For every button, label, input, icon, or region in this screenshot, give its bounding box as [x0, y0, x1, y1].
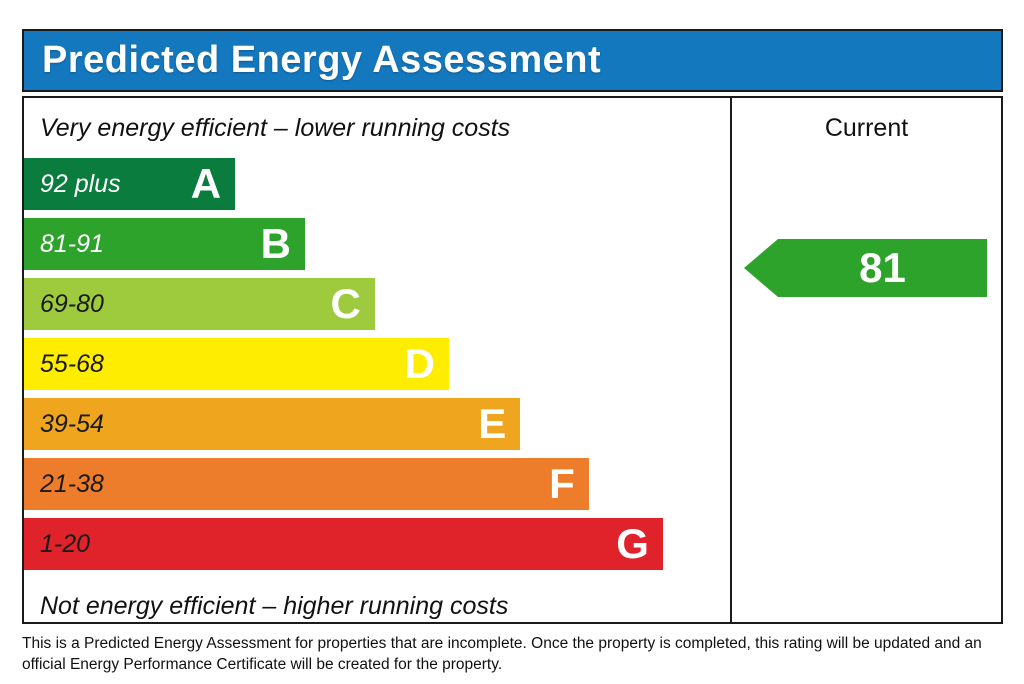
epc-band-list: 92 plus A 81-91 B 69-80 C 55-68 D 39-54 … — [24, 158, 730, 578]
band-range-label: 21-38 — [40, 469, 104, 498]
band-range-label: 1-20 — [40, 529, 91, 558]
epc-band-b: 81-91 B — [24, 218, 305, 270]
band-range-label: 69-80 — [40, 289, 104, 318]
top-efficiency-note: Very energy efficient – lower running co… — [40, 114, 511, 142]
epc-band-e: 39-54 E — [24, 398, 521, 450]
current-rating-value: 81 — [859, 244, 906, 291]
footer-disclaimer: This is a Predicted Energy Assessment fo… — [22, 633, 1003, 675]
epc-band-f: 21-38 F — [24, 458, 589, 510]
epc-rating-table: Very energy efficient – lower running co… — [22, 96, 1003, 624]
current-rating-column: Current 81 — [730, 98, 1001, 622]
current-rating-arrow: 81 — [744, 239, 987, 297]
band-grade-letter: A — [190, 160, 222, 207]
epc-bands-column: Very energy efficient – lower running co… — [24, 98, 730, 622]
band-grade-letter: F — [549, 460, 575, 507]
footer-line-1: This is a Predicted Energy Assessment fo… — [22, 635, 982, 652]
epc-band-g: 1-20 G — [24, 518, 663, 570]
epc-band-c: 69-80 C — [24, 278, 375, 330]
bottom-efficiency-note: Not energy efficient – higher running co… — [40, 592, 509, 620]
band-grade-letter: G — [616, 520, 649, 567]
band-range-label: 92 plus — [40, 169, 121, 198]
band-range-label: 55-68 — [40, 349, 104, 378]
page-title: Predicted Energy Assessment — [42, 39, 602, 81]
band-grade-letter: E — [478, 400, 507, 447]
arrow-left-tip-icon — [744, 239, 778, 297]
band-grade-letter: C — [330, 280, 361, 327]
band-grade-letter: B — [260, 220, 291, 267]
title-bar: Predicted Energy Assessment — [22, 29, 1003, 92]
band-range-label: 81-91 — [40, 229, 104, 258]
band-grade-letter: D — [404, 340, 435, 387]
arrow-body: 81 — [778, 239, 987, 297]
current-column-header: Current — [824, 114, 909, 142]
epc-band-d: 55-68 D — [24, 338, 449, 390]
footer-line-2: official Energy Performance Certificate … — [22, 656, 503, 673]
band-range-label: 39-54 — [40, 409, 104, 438]
epc-band-a: 92 plus A — [24, 158, 236, 210]
